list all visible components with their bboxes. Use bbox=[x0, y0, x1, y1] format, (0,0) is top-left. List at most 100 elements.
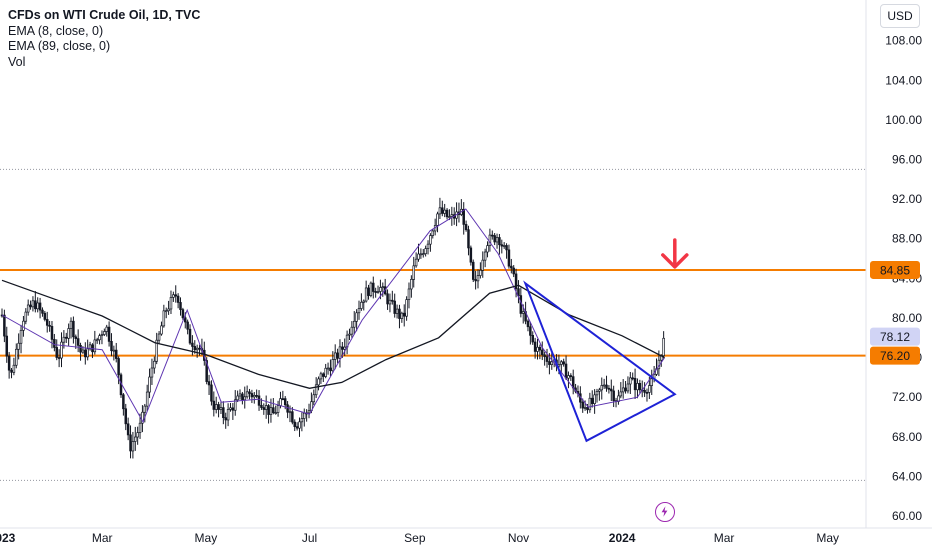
price-bar-body bbox=[67, 328, 70, 339]
price-bar-body bbox=[272, 407, 275, 413]
price-bar-body bbox=[288, 411, 292, 414]
price-bar-body bbox=[422, 253, 425, 256]
price-bar-body bbox=[93, 339, 97, 353]
price-bar-body bbox=[17, 342, 20, 350]
price-bar-body bbox=[12, 364, 16, 373]
price-bar-body bbox=[600, 385, 604, 391]
ema-fast-line bbox=[1, 208, 666, 424]
price-bar-body bbox=[124, 408, 128, 425]
price-bar-body bbox=[462, 208, 465, 225]
price-bar-body bbox=[205, 360, 208, 382]
price-bar-body bbox=[181, 309, 185, 319]
price-bar-body bbox=[217, 404, 220, 410]
price-bar-body bbox=[329, 367, 332, 372]
price-bar-body bbox=[531, 334, 534, 343]
price-bar-body bbox=[481, 259, 485, 271]
price-bar-body bbox=[581, 401, 584, 409]
price-bar-body bbox=[229, 407, 232, 410]
price-bar-body bbox=[629, 377, 632, 385]
price-bar-body bbox=[372, 282, 375, 292]
price-bar-body bbox=[624, 387, 627, 392]
price-bar-body bbox=[126, 423, 130, 436]
price-bar-body bbox=[348, 333, 351, 336]
price-bar-body bbox=[545, 356, 549, 362]
price-bar-body bbox=[176, 295, 180, 303]
price-bar-body bbox=[233, 399, 237, 411]
price-tick-label: 72.00 bbox=[892, 390, 922, 404]
price-bar-body bbox=[645, 392, 649, 394]
price-bar-body bbox=[395, 308, 399, 314]
price-bar-body bbox=[474, 279, 477, 282]
price-badge-label: 76.20 bbox=[880, 349, 910, 363]
price-bar-body bbox=[495, 237, 499, 243]
price-bar-body bbox=[38, 302, 42, 311]
price-bar-body bbox=[81, 349, 85, 353]
price-bar-body bbox=[138, 422, 142, 433]
price-bar-body bbox=[336, 352, 339, 359]
price-bar-body bbox=[412, 265, 415, 280]
price-bar-body bbox=[164, 310, 168, 313]
price-bar-body bbox=[19, 329, 23, 344]
price-bar-body bbox=[550, 361, 554, 365]
price-bar-body bbox=[34, 300, 37, 310]
price-bar-body bbox=[621, 387, 625, 393]
price-bar-body bbox=[419, 253, 423, 256]
price-bar-body bbox=[317, 378, 320, 386]
triangle-pattern bbox=[523, 280, 677, 443]
price-bar-body bbox=[279, 398, 282, 406]
price-bar-body bbox=[448, 216, 451, 218]
price-tick-label: 80.00 bbox=[892, 311, 922, 325]
ema-slow-label[interactable]: EMA (89, close, 0) bbox=[8, 39, 111, 53]
price-bar-body bbox=[562, 361, 565, 365]
price-bar-body bbox=[602, 384, 606, 387]
price-bar-body bbox=[583, 407, 587, 409]
price-bar-body bbox=[53, 339, 56, 348]
price-bar-body bbox=[593, 394, 596, 404]
price-bar-body bbox=[633, 377, 637, 391]
price-bar-body bbox=[450, 214, 454, 217]
price-bar-body bbox=[393, 300, 396, 314]
price-bar-body bbox=[10, 369, 13, 373]
price-bar-body bbox=[405, 299, 408, 317]
price-tick-label: 96.00 bbox=[892, 153, 922, 167]
price-bar-body bbox=[122, 394, 125, 410]
price-bar-body bbox=[274, 412, 277, 414]
price-bar-body bbox=[445, 209, 449, 218]
price-bar-body bbox=[381, 286, 385, 289]
price-bar-body bbox=[219, 407, 223, 410]
price-bar-body bbox=[167, 308, 170, 312]
price-bar-body bbox=[376, 291, 380, 293]
price-bar-body bbox=[143, 405, 147, 413]
ema-fast-label[interactable]: EMA (8, close, 0) bbox=[8, 23, 104, 38]
price-bar-body bbox=[612, 390, 615, 402]
price-bar-body bbox=[241, 393, 244, 401]
price-bar-body bbox=[298, 421, 301, 429]
price-bar-body bbox=[153, 360, 156, 369]
symbol-title[interactable]: CFDs on WTI Crude Oil, 1D, TVC bbox=[8, 8, 201, 22]
price-bar-body bbox=[598, 389, 601, 392]
price-bar-body bbox=[60, 341, 63, 359]
price-bar-body bbox=[326, 367, 330, 370]
price-bar-body bbox=[48, 324, 51, 327]
price-bar-body bbox=[586, 407, 589, 411]
volume-label[interactable]: Vol bbox=[8, 54, 26, 69]
price-bar-body bbox=[424, 248, 427, 255]
price-bar-body bbox=[398, 308, 401, 319]
price-bar-body bbox=[491, 234, 494, 237]
price-bar-body bbox=[319, 373, 323, 380]
price-bar-body bbox=[303, 412, 306, 419]
price-bar-body bbox=[134, 436, 137, 442]
price-bar-body bbox=[410, 279, 413, 290]
price-bar-body bbox=[295, 426, 299, 429]
lightning-bolt-icon[interactable] bbox=[655, 502, 675, 522]
price-bar-body bbox=[145, 391, 149, 407]
price-bar-body bbox=[193, 346, 197, 351]
price-bar-body bbox=[293, 421, 296, 427]
time-tick-label: May bbox=[195, 531, 218, 545]
currency-button[interactable]: USD bbox=[880, 4, 920, 28]
price-bar-body bbox=[493, 235, 496, 243]
price-bar-body bbox=[312, 394, 316, 403]
price-bar-body bbox=[43, 312, 47, 320]
price-bar-body bbox=[148, 376, 151, 393]
